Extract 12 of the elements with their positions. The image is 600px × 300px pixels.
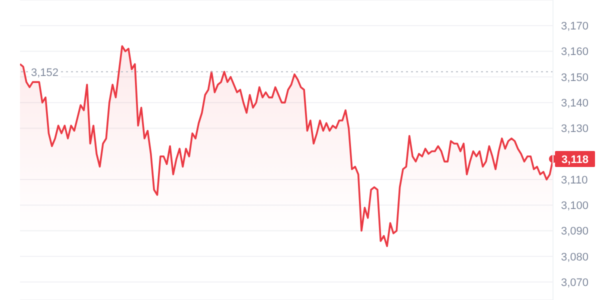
y-tick-label: 3,150 (561, 72, 589, 84)
y-tick-label: 3,110 (561, 174, 588, 186)
y-tick-label: 3,170 (561, 20, 589, 33)
y-tick-label: 3,160 (561, 46, 589, 58)
y-tick-label: 3,140 (561, 97, 589, 110)
y-tick-label: 3,080 (561, 251, 589, 264)
ref-line-label: 3,152 (31, 66, 59, 79)
y-tick-label: 3,130 (561, 123, 589, 136)
y-tick-label: 3,100 (561, 200, 589, 212)
y-tick-label: 3,090 (561, 226, 589, 238)
y-tick-label: 3,070 (561, 276, 589, 289)
annotation: 3,118 (562, 154, 588, 166)
